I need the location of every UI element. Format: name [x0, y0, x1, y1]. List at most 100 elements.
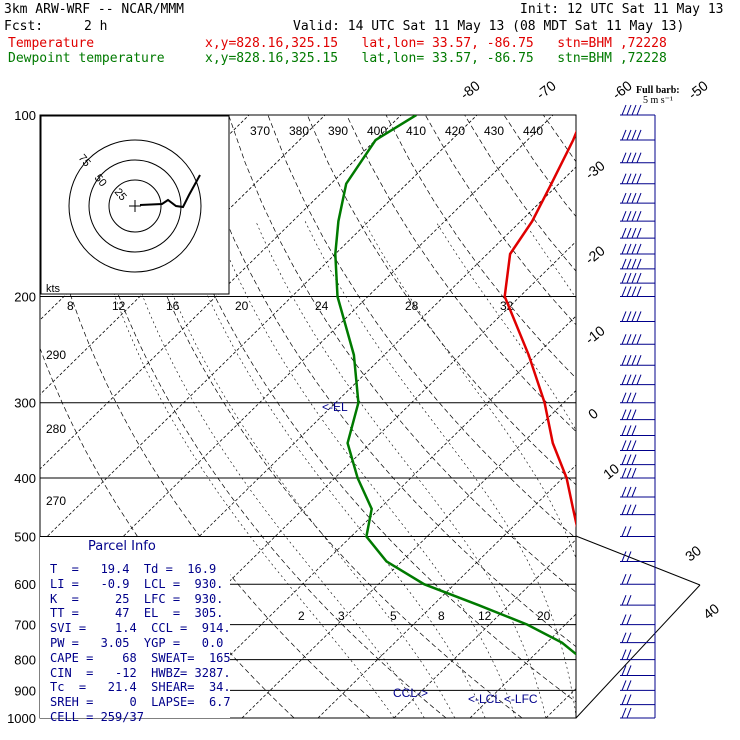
dry-adiabat [228, 115, 576, 593]
pressure-label: 800 [14, 653, 36, 668]
parcel-info-row: Tc = 21.4 SHEAR= 34. [50, 680, 231, 695]
wind-barb [620, 440, 655, 451]
wind-barb [620, 632, 655, 644]
ccl-marker: CCL-> [393, 686, 428, 700]
moist-adiabat [363, 221, 576, 560]
wind-barb [620, 665, 655, 676]
pressure-label: 200 [14, 290, 36, 305]
dry-adiabat [424, 115, 576, 326]
parcel-info-row: CAPE = 68 SWEAT= 165 [50, 650, 231, 665]
isotherm-line [40, 166, 576, 694]
parcel-info-row: SVI = 1.4 CCL = 914. [50, 621, 231, 636]
dry-adiabat [306, 115, 576, 486]
dry-adiabat [661, 115, 740, 718]
wind-barb [620, 614, 655, 626]
theta-label: 440 [523, 124, 543, 138]
wind-barb [620, 574, 655, 585]
frame-extension [575, 535, 701, 586]
valid-time: Valid: 14 UTC Sat 11 May 13 (08 MDT Sat … [293, 19, 685, 34]
pressure-label: 400 [14, 471, 36, 486]
isotherm-line [241, 389, 576, 718]
speed-axis-label: 24 [315, 299, 329, 313]
isotherm-label: 0 [585, 405, 601, 423]
wind-barb [620, 374, 655, 386]
isotherm-line [40, 115, 478, 545]
theta-e-label: 270 [46, 494, 66, 508]
dry-adiabat [110, 115, 523, 718]
isotherm-line [40, 115, 402, 470]
temperature-point-info: x,y=828.16,325.15 lat,lon= 33.57, -86.75… [205, 36, 667, 51]
isotherm-label: 40 [700, 600, 722, 622]
wind-barb [620, 258, 655, 270]
wind-barb [620, 409, 655, 421]
hodograph-ring [68, 139, 202, 273]
wind-barb [620, 467, 655, 479]
isotherm-line [622, 115, 740, 718]
dry-adiabat [188, 115, 576, 648]
plot-frame [39, 114, 577, 719]
parcel-info-row: CELL = 259/37 [50, 710, 144, 724]
barb-legend-unit: 5 m s⁻¹ [643, 95, 673, 106]
isotherm-line [545, 688, 576, 718]
wind-barb [620, 680, 655, 691]
moist-adiabat [629, 221, 716, 718]
moist-adiabat [91, 221, 395, 718]
theta-label: 420 [445, 124, 465, 138]
temperature-legend: Temperature [8, 36, 95, 51]
pressure-label: 700 [14, 618, 36, 633]
dewpoint-line [334, 115, 576, 656]
isotherm-line [698, 115, 740, 718]
wind-barb [620, 129, 655, 141]
init-time: Init: 12 UTC Sat 11 May 13 [520, 2, 724, 17]
wind-barb [620, 311, 655, 322]
wind-barb [620, 243, 655, 255]
pressure-label: 900 [14, 683, 36, 698]
dry-adiabat [701, 115, 740, 718]
isotherm-label: -80 [457, 77, 483, 102]
isotherm-label: 10 [600, 460, 622, 482]
isotherm-label: 30 [682, 542, 704, 564]
parcel-info-row: PW = 3.05 YGP = 0.0 [50, 636, 224, 650]
isotherm-label: -70 [533, 77, 559, 102]
isotherm-line [393, 539, 576, 718]
dry-adiabat [149, 115, 576, 703]
pressure-label: 100 [14, 108, 36, 123]
moist-adiabat [304, 221, 576, 718]
dry-adiabat [583, 115, 740, 718]
wind-barb [620, 526, 655, 537]
wind-barb [620, 104, 655, 116]
wind-barb [620, 504, 655, 516]
parcel-info-row: TT = 47 EL = 305. [50, 606, 224, 621]
wind-barb [620, 649, 655, 661]
isotherm-line [469, 613, 576, 718]
isotherm-line [89, 240, 576, 718]
wind-barb [620, 210, 655, 222]
speed-axis-label: 20 [235, 299, 249, 313]
dewpoint-legend: Dewpoint temperature [8, 51, 165, 66]
wind-barb [620, 551, 655, 562]
wind-barb [620, 192, 655, 204]
pressure-label: 1000 [7, 711, 36, 726]
speed-axis-label: 12 [112, 299, 126, 313]
wind-barb [620, 227, 655, 239]
wind-barb [620, 334, 655, 345]
parcel-info-row: K = 25 LFC = 930. [50, 591, 224, 606]
speed-axis-label: 16 [166, 299, 180, 313]
wind-barb [620, 392, 655, 404]
wind-barb [620, 707, 655, 719]
el-marker: <-EL [322, 400, 348, 414]
hodograph-unit-label: kts [46, 283, 61, 295]
theta-label: 390 [328, 124, 348, 138]
wind-barb [620, 152, 655, 164]
profiles [334, 115, 576, 656]
wind-barb [620, 486, 655, 498]
wind-barb [620, 173, 655, 185]
isotherm-label: -60 [609, 77, 635, 102]
hodograph-trace [139, 174, 201, 209]
mixing-ratio-label: 3 [338, 609, 345, 623]
dry-adiabat [267, 115, 576, 539]
wind-barb [620, 454, 655, 466]
dewpoint-point-info: x,y=828.16,325.15 lat,lon= 33.57, -86.75… [205, 51, 667, 66]
moist-adiabat [145, 221, 456, 718]
